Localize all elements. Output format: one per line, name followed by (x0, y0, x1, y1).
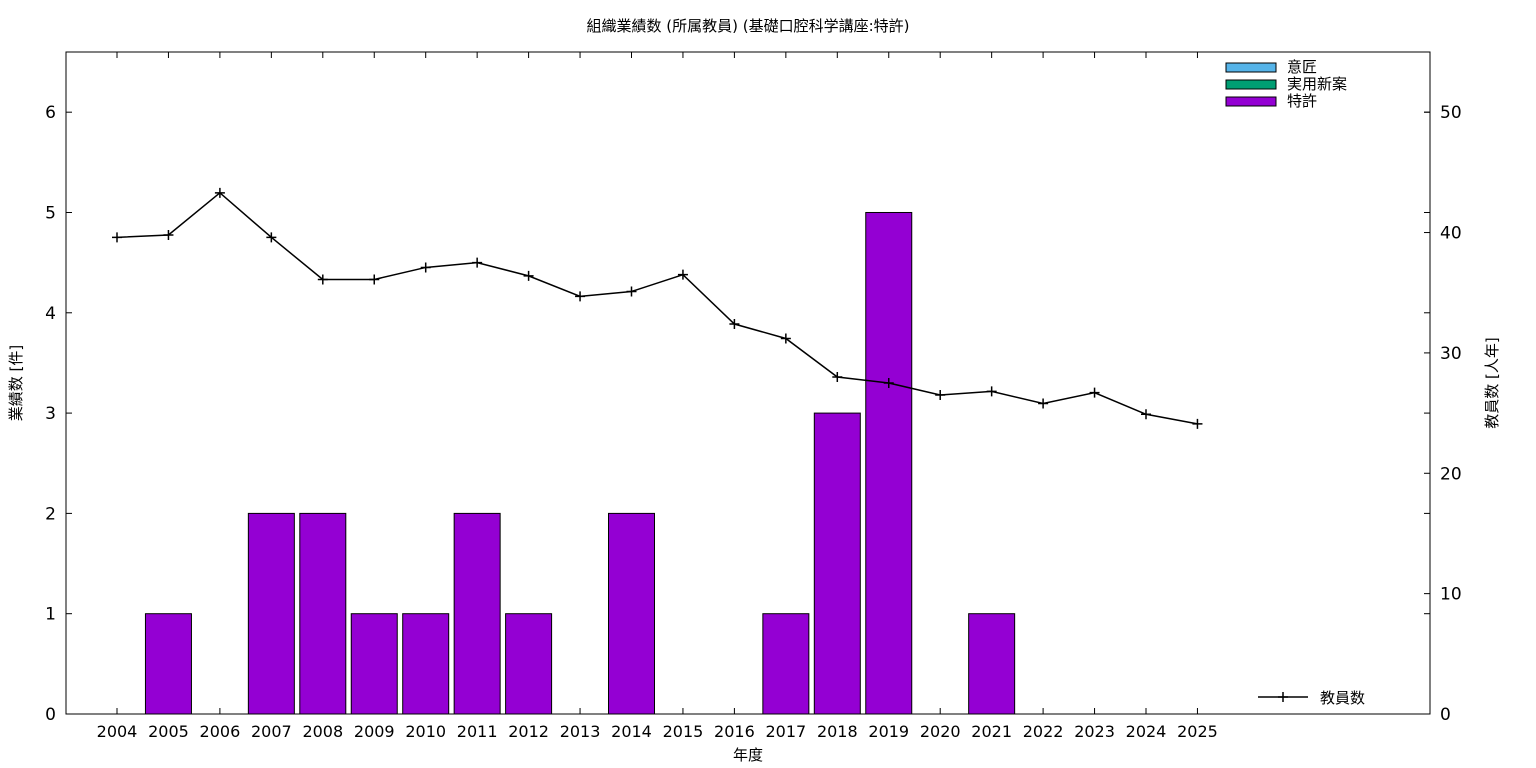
line-point-2009 (369, 274, 380, 285)
line-point-2011 (472, 257, 483, 268)
y-tick-label: 6 (45, 103, 56, 123)
y-tick-label: 1 (45, 605, 56, 625)
line-series (112, 187, 1203, 429)
bar-2011 (453, 512, 501, 715)
line-point-2025 (1192, 418, 1203, 429)
line-point-2010 (420, 262, 431, 273)
y2-tick-label: 20 (1440, 464, 1462, 484)
plot-frame (65, 51, 1431, 715)
x-tick-label: 2009 (354, 722, 395, 741)
line-path (116, 191, 1198, 425)
x-tick-label: 2018 (817, 722, 858, 741)
line-point-2018 (832, 371, 843, 382)
y-axis: 0 1 2 3 4 5 6 (45, 103, 1430, 725)
x-tick-label: 2022 (1023, 722, 1064, 741)
y-tick-label: 5 (45, 203, 56, 223)
bar-2012 (505, 613, 553, 715)
bar-series (144, 211, 1016, 715)
legend-swatch (1225, 79, 1277, 90)
y-tick-label: 3 (45, 404, 56, 424)
x-tick-label: 2007 (251, 722, 292, 741)
x-tick-label: 2015 (663, 722, 704, 741)
x-tick-label: 2006 (200, 722, 241, 741)
line-point-2017 (780, 333, 791, 344)
line-point-2021 (986, 386, 997, 397)
x-tick-label: 2005 (148, 722, 189, 741)
y-axis-label: 業績数 [件] (7, 345, 25, 421)
x-tick-label: 2012 (508, 722, 549, 741)
bar-2017 (762, 613, 810, 715)
line-point-2007 (266, 232, 277, 243)
bar-2005 (144, 613, 192, 715)
line-point-2016 (729, 319, 740, 330)
line-point-2013 (575, 291, 586, 302)
x-tick-label: 2019 (868, 722, 909, 741)
x-tick-label: 2016 (714, 722, 755, 741)
legend-label: 意匠 (1287, 58, 1317, 76)
line-point-2024 (1141, 409, 1151, 420)
legend-label: 実用新案 (1287, 75, 1347, 93)
chart-title: 組織業績数 (所属教員) (基礎口腔科学講座:特許) (586, 17, 909, 35)
x-tick-label: 2013 (560, 722, 601, 741)
x-tick-label: 2010 (405, 722, 446, 741)
x-tick-label: 2021 (971, 722, 1012, 741)
x-tick-label: 2025 (1177, 722, 1218, 741)
bar-2007 (247, 512, 295, 715)
legend-line-label: 教員数 (1320, 689, 1365, 707)
bar-2009 (350, 613, 398, 715)
line-point-2015 (677, 269, 688, 280)
line-point-2006 (214, 187, 225, 198)
legend-line-marker (1278, 692, 1288, 702)
x-tick-label: 2014 (611, 722, 652, 741)
bar-2010 (402, 613, 450, 715)
x-tick-label: 2024 (1126, 722, 1167, 741)
y-tick-label: 0 (45, 705, 56, 725)
x-tick-label: 2004 (97, 722, 138, 741)
line-point-2023 (1089, 387, 1100, 398)
y2-tick-label: 30 (1440, 344, 1462, 364)
bar-2018 (813, 412, 861, 715)
line-point-2012 (523, 270, 534, 281)
x-tick-label: 2011 (457, 722, 498, 741)
line-point-2014 (626, 286, 637, 297)
line-point-2020 (935, 390, 946, 401)
x-axis-label: 年度 (733, 746, 763, 764)
bar-2019 (865, 211, 913, 715)
legend-label: 特許 (1287, 92, 1317, 110)
x-tick-label: 2017 (765, 722, 806, 741)
y2-tick-label: 50 (1440, 103, 1462, 123)
bar-2021 (968, 613, 1016, 715)
y2-tick-label: 0 (1440, 705, 1451, 725)
y2-axis: 0 10 20 30 40 50 (1424, 103, 1462, 725)
y-tick-label: 2 (45, 504, 56, 524)
bar-2014 (608, 512, 655, 715)
line-point-2004 (112, 232, 122, 243)
y2-axis-label: 教員数 [人年] (1483, 337, 1501, 428)
x-tick-label: 2023 (1074, 722, 1115, 741)
y2-tick-label: 10 (1440, 585, 1462, 605)
line-point-2019 (883, 378, 894, 388)
line-point-2008 (317, 274, 328, 285)
x-tick-label: 2020 (920, 722, 961, 741)
x-axis: 2004 2005 2006 2007 2008 2009 2010 2011 2012 2013… (97, 52, 1218, 741)
y2-tick-label: 40 (1440, 224, 1462, 244)
line-point-2022 (1038, 398, 1049, 409)
bar-2008 (299, 512, 347, 715)
line-point-2005 (163, 229, 174, 240)
legend-swatch (1225, 62, 1277, 73)
line-legend: 教員数 (1258, 689, 1365, 707)
x-tick-label: 2008 (302, 722, 343, 741)
legend-swatch (1225, 96, 1277, 107)
y-tick-label: 4 (45, 304, 56, 324)
